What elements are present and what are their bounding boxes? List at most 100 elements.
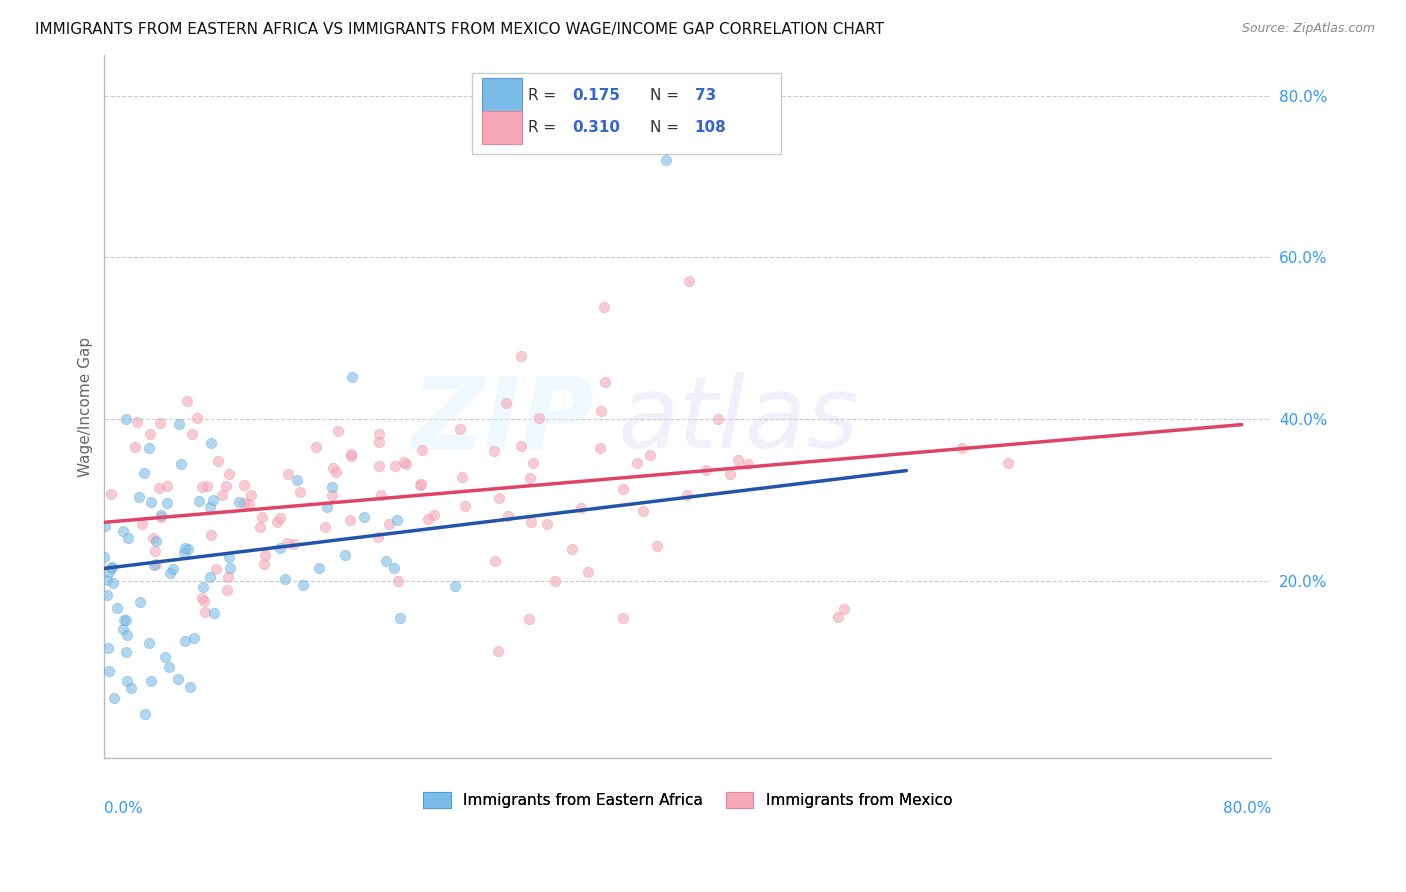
Point [205, 562, 228, 576]
Point [114, 645, 136, 659]
Point [142, 531, 165, 545]
Point [128, 595, 150, 609]
Point [145, 533, 167, 548]
Point [631, 503, 654, 517]
Point [183, 632, 205, 646]
Point [188, 494, 211, 508]
FancyBboxPatch shape [472, 73, 780, 153]
Point [486, 644, 509, 658]
Point [202, 606, 225, 620]
Text: R =: R = [527, 87, 561, 103]
Point [173, 546, 195, 560]
Point [488, 491, 510, 505]
Text: N =: N = [651, 87, 685, 103]
Point [198, 500, 221, 515]
Text: 0.0%: 0.0% [104, 800, 143, 815]
Point [238, 497, 260, 511]
Point [93, 550, 115, 565]
Point [997, 456, 1019, 470]
Point [316, 500, 339, 514]
Point [384, 458, 406, 473]
Point [145, 557, 167, 571]
Point [177, 542, 200, 557]
Text: 0.175: 0.175 [572, 87, 620, 103]
Point [536, 517, 558, 532]
Point [387, 574, 409, 588]
Point [647, 539, 669, 553]
Point [827, 610, 849, 624]
Point [375, 554, 398, 568]
Point [112, 613, 135, 627]
Point [720, 467, 742, 482]
Point [253, 557, 276, 571]
Point [149, 510, 172, 524]
Point [200, 436, 222, 450]
Point [96, 573, 118, 587]
Text: ZIP: ZIP [412, 372, 595, 469]
Point [576, 565, 599, 579]
Point [239, 488, 262, 502]
Point [368, 427, 391, 442]
Text: atlas: atlas [617, 372, 859, 469]
Point [218, 561, 240, 575]
Point [322, 461, 344, 475]
Point [207, 453, 229, 467]
Point [395, 457, 418, 471]
Point [339, 447, 361, 461]
Point [173, 541, 195, 555]
Point [423, 508, 446, 522]
Point [655, 153, 678, 168]
Point [409, 477, 432, 491]
Point [103, 576, 125, 591]
Point [592, 300, 614, 314]
Point [139, 673, 162, 688]
Point [100, 486, 122, 500]
Point [593, 375, 616, 389]
Point [561, 542, 583, 557]
Point [228, 495, 250, 509]
Point [170, 457, 193, 471]
Point [288, 485, 311, 500]
Point [385, 513, 408, 527]
Point [496, 509, 519, 524]
Point [252, 509, 274, 524]
Point [520, 515, 543, 529]
Point [117, 531, 139, 545]
Point [211, 488, 233, 502]
Point [454, 500, 477, 514]
Point [510, 439, 533, 453]
Point [134, 706, 156, 721]
Point [215, 479, 238, 493]
Point [97, 641, 120, 656]
Point [96, 588, 118, 602]
Point [368, 458, 391, 473]
Point [191, 480, 214, 494]
Text: Source: ZipAtlas.com: Source: ZipAtlas.com [1241, 22, 1375, 36]
Legend: Immigrants from Eastern Africa, Immigrants from Mexico: Immigrants from Eastern Africa, Immigran… [418, 786, 957, 814]
Text: 108: 108 [695, 120, 727, 135]
Point [367, 530, 389, 544]
Text: N =: N = [651, 120, 685, 135]
Point [571, 501, 593, 516]
Point [143, 558, 166, 572]
Y-axis label: Wage/Income Gap: Wage/Income Gap [79, 336, 93, 477]
Point [181, 426, 204, 441]
Point [176, 393, 198, 408]
Point [321, 487, 343, 501]
Point [339, 449, 361, 463]
Point [143, 543, 166, 558]
Point [522, 456, 544, 470]
Point [100, 561, 122, 575]
Point [308, 561, 330, 575]
Point [111, 524, 134, 539]
Point [162, 562, 184, 576]
FancyBboxPatch shape [482, 78, 522, 112]
Point [232, 496, 254, 510]
Point [591, 404, 613, 418]
Point [156, 496, 179, 510]
Point [321, 480, 343, 494]
Point [115, 613, 138, 627]
Point [612, 483, 634, 497]
Point [626, 457, 648, 471]
Point [382, 560, 405, 574]
